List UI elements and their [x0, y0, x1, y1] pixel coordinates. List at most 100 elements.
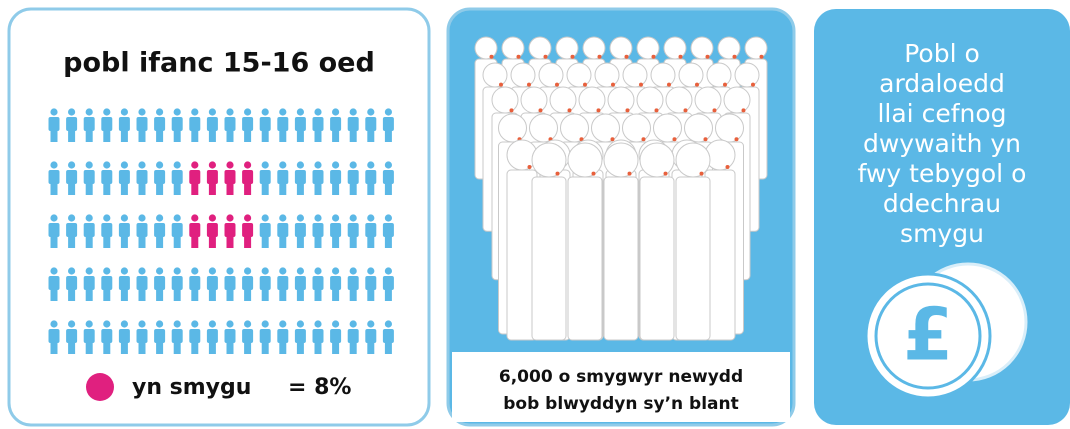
icon-legs: [156, 236, 164, 248]
person-icon: [48, 214, 60, 248]
icon-body: [118, 329, 130, 343]
icon-head: [138, 267, 146, 275]
panel-text-line: ddechrau: [883, 189, 1001, 218]
person-icon: [365, 108, 377, 142]
person-icon: [277, 267, 289, 301]
cigarette-tip: [489, 54, 494, 59]
person-icon: [259, 267, 271, 301]
person-icon: [294, 320, 306, 354]
crowd-person: [639, 142, 675, 341]
icon-legs: [138, 130, 146, 142]
icon-body: [66, 223, 78, 237]
icon-legs: [138, 342, 146, 354]
panel-text-line: dwywaith yn: [863, 129, 1021, 158]
icon-body: [101, 329, 113, 343]
crowd-head: [591, 113, 620, 143]
icon-legs: [244, 183, 252, 195]
icon-legs: [226, 236, 234, 248]
person-icon: [277, 108, 289, 142]
icon-legs: [120, 289, 128, 301]
icon-body: [66, 170, 78, 184]
icon-head: [208, 267, 216, 275]
people-grid: [48, 108, 394, 354]
icon-head: [85, 214, 93, 222]
icon-body: [382, 170, 394, 184]
person-icon: [206, 267, 218, 301]
person-icon: [189, 214, 201, 248]
crowd-head: [529, 113, 558, 143]
person-icon: [347, 214, 359, 248]
crowd-head: [650, 62, 676, 88]
icon-head: [261, 161, 269, 169]
icon-legs: [314, 183, 322, 195]
person-icon: [330, 161, 342, 195]
icon-head: [226, 108, 234, 116]
person-icon: [66, 214, 78, 248]
icon-head: [50, 161, 58, 169]
person-icon: [382, 108, 394, 142]
icon-body: [382, 117, 394, 131]
icon-body: [330, 223, 342, 237]
cigarette-tip: [583, 82, 587, 87]
icon-body: [171, 276, 183, 290]
person-icon: [136, 108, 148, 142]
person-icon: [66, 108, 78, 142]
icon-legs: [349, 183, 357, 195]
icon-body: [83, 329, 95, 343]
person-icon: [136, 214, 148, 248]
icon-body: [259, 117, 271, 131]
person-icon: [365, 161, 377, 195]
icon-head: [226, 320, 234, 328]
icon-legs: [208, 342, 216, 354]
person-icon: [224, 161, 236, 195]
icon-head: [314, 108, 322, 116]
person-icon: [347, 108, 359, 142]
icon-body: [365, 117, 377, 131]
icon-head: [314, 267, 322, 275]
cigarette-tip: [712, 108, 717, 113]
icon-body: [330, 170, 342, 184]
icon-body: [224, 170, 236, 184]
icon-body: [312, 223, 324, 237]
cigarette-tip: [538, 108, 543, 113]
icon-body: [136, 223, 148, 237]
icon-legs: [261, 183, 269, 195]
icon-head: [296, 108, 304, 116]
icon-legs: [349, 342, 357, 354]
icon-body: [294, 276, 306, 290]
icon-body: [118, 170, 130, 184]
icon-head: [384, 267, 392, 275]
cigarette-tip: [695, 82, 699, 87]
icon-head: [226, 214, 234, 222]
icon-legs: [85, 236, 93, 248]
crowd-head: [734, 62, 760, 88]
icon-head: [156, 108, 164, 116]
person-icon: [365, 320, 377, 354]
icon-body: [277, 170, 289, 184]
cigarette-tip: [624, 54, 629, 59]
icon-legs: [367, 289, 375, 301]
icon-legs: [85, 342, 93, 354]
cigarette-tip: [672, 137, 677, 142]
cigarette-tip: [527, 82, 531, 87]
person-icon: [118, 267, 130, 301]
caption-line: 6,000 o smygwyr newydd: [499, 367, 743, 387]
icon-body: [206, 170, 218, 184]
cigarette-tip: [741, 108, 746, 113]
crowd-head: [538, 62, 564, 88]
icon-body: [312, 117, 324, 131]
icon-head: [349, 161, 357, 169]
icon-legs: [120, 342, 128, 354]
person-icon: [224, 320, 236, 354]
icon-head: [85, 108, 93, 116]
icon-head: [279, 267, 287, 275]
icon-legs: [156, 130, 164, 142]
person-icon: [171, 214, 183, 248]
icon-body: [347, 276, 359, 290]
crowd-head: [520, 86, 548, 114]
icon-legs: [191, 342, 199, 354]
icon-legs: [156, 342, 164, 354]
person-icon: [189, 161, 201, 195]
icon-head: [261, 214, 269, 222]
